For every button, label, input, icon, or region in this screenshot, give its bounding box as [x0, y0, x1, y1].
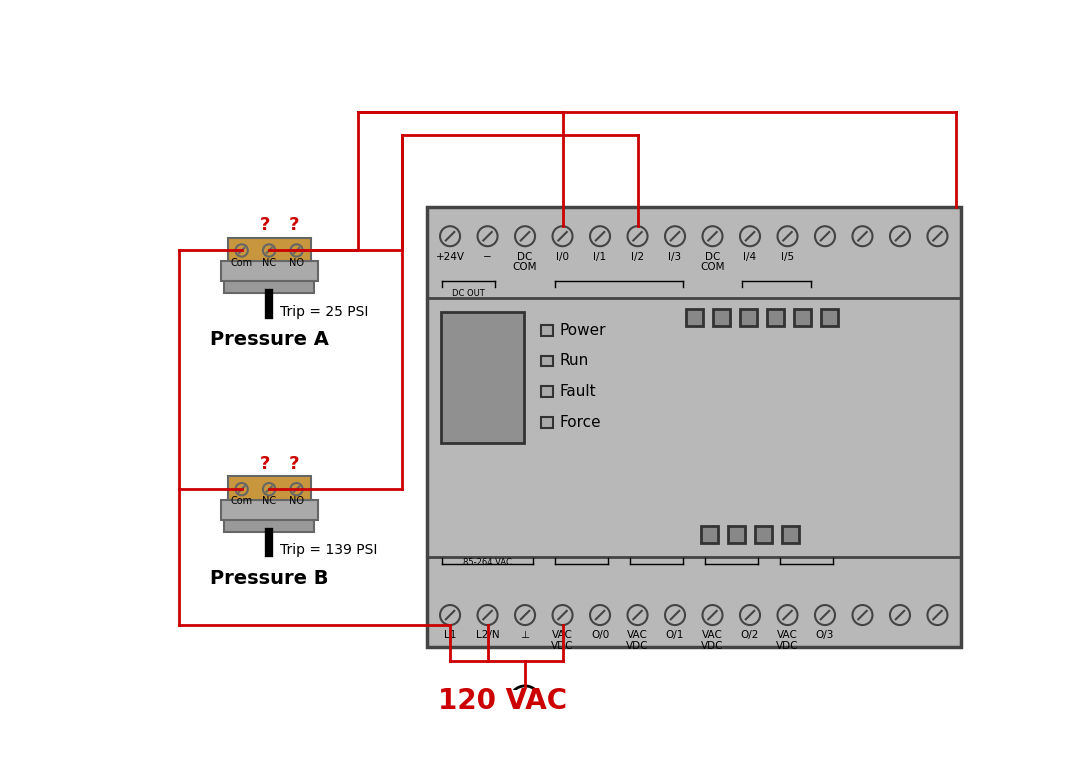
Circle shape: [890, 226, 909, 246]
Circle shape: [440, 605, 460, 625]
Text: Power: Power: [559, 322, 606, 338]
Circle shape: [515, 605, 535, 625]
Circle shape: [509, 686, 541, 717]
Text: I/5: I/5: [780, 252, 795, 262]
Text: NO: NO: [289, 497, 304, 507]
Bar: [228, 477, 311, 500]
Circle shape: [777, 605, 798, 625]
Circle shape: [590, 226, 610, 246]
Bar: [713, 308, 730, 325]
Text: −: −: [483, 252, 492, 262]
Text: 85-264 VAC: 85-264 VAC: [463, 557, 512, 567]
Bar: [224, 281, 313, 293]
Text: Pressure A: Pressure A: [209, 330, 328, 349]
Bar: [427, 207, 960, 647]
Text: Trip = 25 PSI: Trip = 25 PSI: [280, 305, 369, 319]
Text: O/0: O/0: [591, 630, 609, 640]
Text: DC OUT: DC OUT: [452, 288, 486, 298]
Circle shape: [928, 605, 947, 625]
Text: ?   ?: ? ?: [260, 216, 299, 235]
Bar: [728, 525, 746, 542]
Text: NC: NC: [262, 497, 276, 507]
Text: O/1: O/1: [666, 630, 684, 640]
Circle shape: [664, 605, 685, 625]
Text: DC
COM: DC COM: [700, 252, 725, 273]
Text: L1: L1: [443, 630, 456, 640]
Bar: [793, 308, 811, 325]
Bar: [756, 525, 772, 542]
Text: VAC
VDC: VAC VDC: [701, 630, 724, 651]
Bar: [541, 417, 553, 428]
Text: VAC
VDC: VAC VDC: [627, 630, 649, 651]
Circle shape: [291, 244, 302, 257]
Circle shape: [815, 605, 835, 625]
Text: 120 VAC: 120 VAC: [438, 687, 567, 715]
Text: I/1: I/1: [593, 252, 607, 262]
Bar: [224, 519, 313, 532]
Bar: [541, 387, 553, 397]
Circle shape: [478, 226, 498, 246]
Circle shape: [740, 605, 760, 625]
Text: Run: Run: [559, 353, 589, 368]
Text: ?   ?: ? ?: [260, 455, 299, 474]
Circle shape: [815, 226, 835, 246]
Bar: [221, 261, 318, 281]
Bar: [221, 500, 318, 519]
Circle shape: [890, 605, 909, 625]
Bar: [783, 525, 799, 542]
Circle shape: [263, 244, 275, 257]
Text: Com: Com: [231, 497, 253, 507]
Circle shape: [777, 226, 798, 246]
Text: Pressure B: Pressure B: [210, 569, 328, 587]
Circle shape: [628, 605, 647, 625]
Circle shape: [478, 605, 498, 625]
Circle shape: [740, 226, 760, 246]
Circle shape: [928, 226, 947, 246]
Bar: [740, 308, 757, 325]
Circle shape: [852, 226, 873, 246]
Circle shape: [702, 226, 723, 246]
Circle shape: [440, 226, 460, 246]
Text: DC
COM: DC COM: [513, 252, 538, 273]
Circle shape: [291, 483, 302, 495]
Bar: [701, 525, 719, 542]
Circle shape: [553, 605, 572, 625]
Text: NO: NO: [289, 258, 304, 268]
Circle shape: [590, 605, 610, 625]
Circle shape: [553, 226, 572, 246]
Bar: [541, 325, 553, 336]
Text: O/3: O/3: [816, 630, 835, 640]
Text: Force: Force: [559, 415, 601, 430]
Circle shape: [235, 244, 248, 257]
Text: I/2: I/2: [631, 252, 644, 262]
Text: VAC
VDC: VAC VDC: [552, 630, 573, 651]
Circle shape: [702, 605, 723, 625]
Text: I/4: I/4: [744, 252, 757, 262]
Circle shape: [515, 226, 535, 246]
Bar: [441, 312, 524, 443]
Text: I/0: I/0: [556, 252, 569, 262]
Text: Com: Com: [231, 258, 253, 268]
Text: Fault: Fault: [559, 384, 596, 399]
Bar: [686, 308, 704, 325]
Text: ⊥: ⊥: [520, 630, 530, 640]
Text: I/3: I/3: [669, 252, 682, 262]
Bar: [541, 356, 553, 367]
Text: L2/N: L2/N: [476, 630, 500, 640]
Circle shape: [235, 483, 248, 495]
Bar: [821, 308, 838, 325]
Text: +24V: +24V: [436, 252, 465, 262]
Circle shape: [628, 226, 647, 246]
Text: VAC
VDC: VAC VDC: [776, 630, 799, 651]
Text: Trip = 139 PSI: Trip = 139 PSI: [280, 543, 377, 557]
Circle shape: [263, 483, 275, 495]
Text: O/2: O/2: [740, 630, 759, 640]
Text: NC: NC: [262, 258, 276, 268]
Circle shape: [852, 605, 873, 625]
Bar: [766, 308, 784, 325]
Circle shape: [664, 226, 685, 246]
Bar: [228, 238, 311, 261]
